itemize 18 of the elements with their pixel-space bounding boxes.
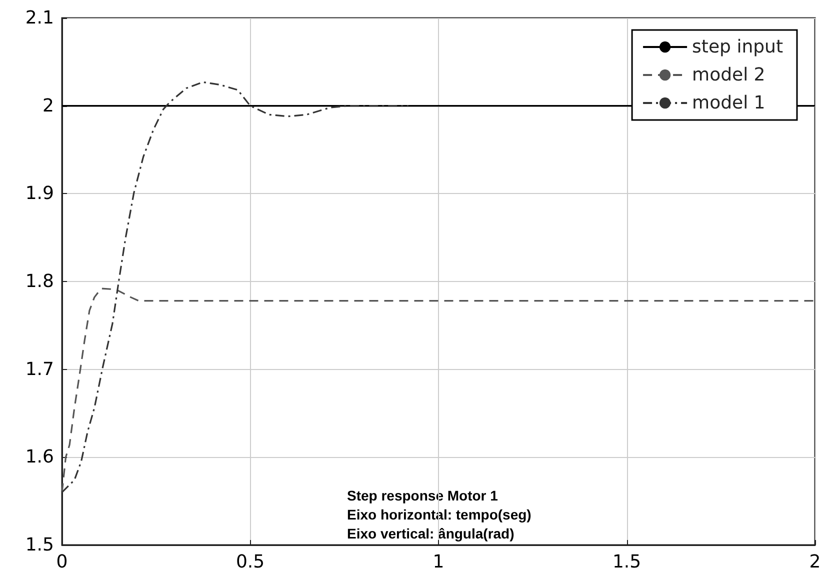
x-tick-label: 0 [56, 552, 68, 572]
y-tick-label: 2.1 [25, 8, 54, 28]
x-tick-label: 1 [432, 552, 444, 572]
x-tick-label: 2 [809, 552, 821, 572]
y-tick-label: 1.7 [25, 358, 54, 380]
annotation: Step response Motor 1 [347, 488, 498, 504]
legend-label: model 1 [692, 92, 766, 114]
x-tick-label: 0.5 [236, 552, 265, 572]
legend-label: model 2 [692, 64, 766, 86]
annotation: Eixo vertical: ângula(rad) [347, 526, 514, 542]
annotation: Eixo horizontal: tempo(seg) [347, 506, 532, 522]
y-tick-label: 2 [42, 95, 54, 116]
x-tick-label: 1.5 [612, 552, 642, 572]
legend-label: step input [692, 36, 784, 58]
y-tick-label: 1.5 [25, 534, 54, 556]
y-tick-label: 1.9 [25, 183, 54, 204]
y-tick-label: 1.8 [25, 271, 54, 292]
y-tick-label: 1.6 [25, 446, 54, 468]
